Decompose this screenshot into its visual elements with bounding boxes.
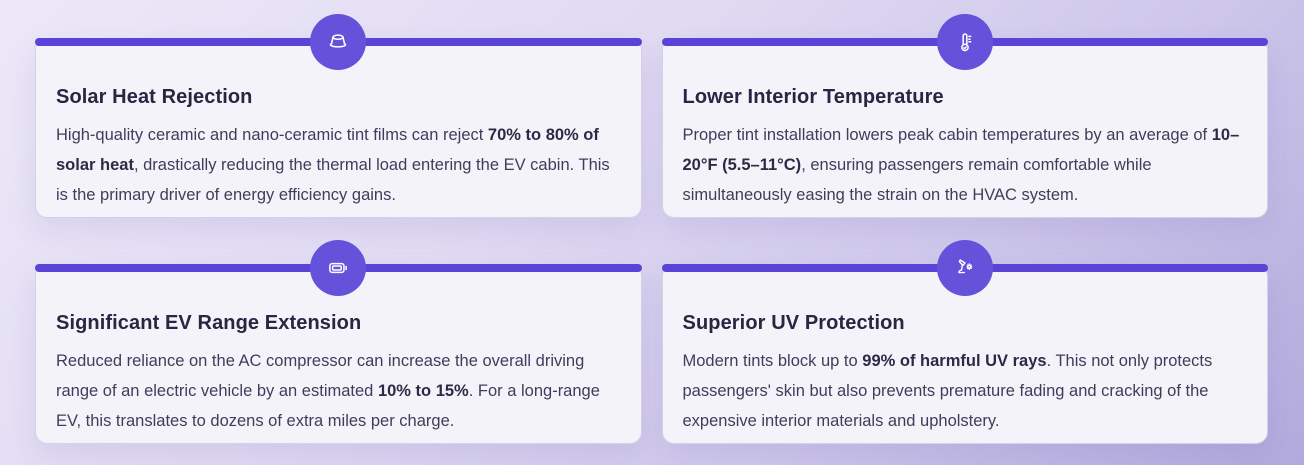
card-body: Reduced reliance on the AC compressor ca… — [56, 352, 600, 430]
card-ev-range-extension: Significant EV Range Extension Reduced r… — [35, 240, 642, 444]
card-body: High-quality ceramic and nano-ceramic ti… — [56, 126, 610, 204]
card-title: Solar Heat Rejection — [56, 86, 253, 108]
thermometer-icon — [936, 14, 993, 70]
card-body: Modern tints block up to 99% of harmful … — [682, 352, 1213, 430]
card-lower-interior-temperature: Lower Interior Temperature Proper tint i… — [661, 14, 1268, 218]
desk-lamp-uv-icon — [936, 240, 993, 296]
card-superior-uv-protection: Superior UV Protection Modern tints bloc… — [661, 240, 1268, 444]
sun-hat-icon — [310, 14, 367, 70]
battery-icon — [310, 240, 367, 296]
card-title: Superior UV Protection — [682, 312, 905, 334]
card-title: Significant EV Range Extension — [56, 312, 362, 334]
card-body: Proper tint installation lowers peak cab… — [682, 126, 1240, 204]
card-title: Lower Interior Temperature — [682, 86, 944, 108]
benefits-grid: Solar Heat Rejection High-quality cerami… — [35, 14, 1268, 444]
card-solar-heat-rejection: Solar Heat Rejection High-quality cerami… — [35, 14, 642, 218]
